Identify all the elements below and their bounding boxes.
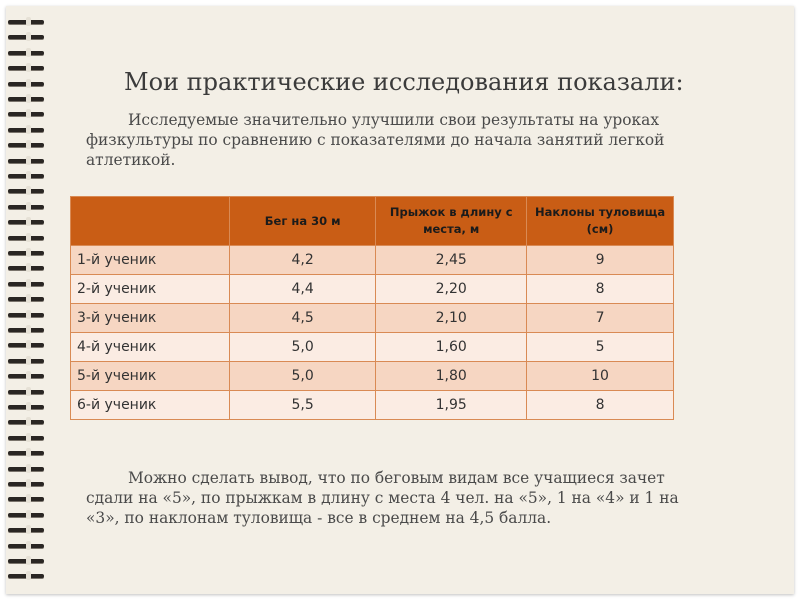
- spiral-binding: [8, 17, 48, 592]
- jump-value: 1,95: [375, 390, 528, 420]
- spiral-ring: [8, 479, 44, 488]
- run-value: 5,0: [228, 361, 377, 391]
- spiral-ring: [8, 17, 44, 26]
- spiral-ring: [8, 263, 44, 273]
- spiral-ring: [8, 432, 44, 442]
- jump-value: 2,10: [375, 303, 528, 333]
- jump-value: 1,60: [375, 332, 528, 362]
- spiral-ring: [8, 355, 44, 365]
- header-torso-bends: Наклоны туловища (см): [526, 196, 674, 246]
- table-row: 4-й ученик 5,0 1,60 5: [70, 332, 674, 362]
- spiral-ring: [8, 94, 44, 103]
- spiral-ring: [8, 509, 44, 519]
- student-name: 1-й ученик: [70, 245, 230, 275]
- student-name: 3-й ученик: [70, 303, 230, 333]
- spiral-ring: [8, 494, 44, 504]
- spiral-ring: [8, 155, 44, 165]
- spiral-ring: [8, 78, 44, 88]
- run-value: 4,2: [228, 245, 377, 275]
- table-row: 3-й ученик 4,5 2,10 7: [70, 303, 674, 333]
- table-row: 5-й ученик 5,0 1,80 10: [70, 361, 674, 391]
- spiral-ring: [8, 124, 44, 134]
- run-value: 5,5: [228, 390, 377, 420]
- spiral-ring: [8, 109, 44, 119]
- spiral-ring: [8, 32, 44, 42]
- bend-value: 10: [526, 361, 674, 391]
- page-title: Мои практические исследования показали:: [124, 68, 684, 96]
- run-value: 4,4: [228, 274, 377, 304]
- results-table: Бег на 30 м Прыжок в длину с места, м На…: [70, 196, 674, 420]
- spiral-ring: [8, 525, 44, 535]
- spiral-ring: [8, 186, 44, 196]
- spiral-ring: [8, 463, 44, 473]
- spiral-ring: [8, 417, 44, 427]
- spiral-ring: [8, 201, 44, 211]
- run-value: 4,5: [228, 303, 377, 333]
- jump-value: 2,20: [375, 274, 528, 304]
- table-header-row: Бег на 30 м Прыжок в длину с места, м На…: [70, 196, 674, 246]
- spiral-ring: [8, 448, 44, 458]
- student-name: 2-й ученик: [70, 274, 230, 304]
- spiral-ring: [8, 278, 44, 288]
- intro-paragraph: Исследуемые значительно улучшили свои ре…: [86, 111, 665, 169]
- conclusion-paragraph: Можно сделать вывод, что по беговым вида…: [86, 469, 679, 527]
- table-row: 6-й ученик 5,5 1,95 8: [70, 390, 674, 420]
- spiral-ring: [8, 540, 44, 550]
- student-name: 6-й ученик: [70, 390, 230, 420]
- spiral-ring: [8, 402, 44, 411]
- spiral-ring: [8, 340, 44, 350]
- spiral-ring: [8, 309, 44, 319]
- run-value: 5,0: [228, 332, 377, 362]
- bend-value: 8: [526, 274, 674, 304]
- spiral-ring: [8, 63, 44, 73]
- notebook-page: Мои практические исследования показали: …: [6, 6, 794, 594]
- bend-value: 8: [526, 390, 674, 420]
- student-name: 5-й ученик: [70, 361, 230, 391]
- spiral-ring: [8, 386, 44, 396]
- spiral-ring: [8, 140, 44, 150]
- header-long-jump: Прыжок в длину с места, м: [375, 196, 528, 246]
- spiral-ring: [8, 556, 44, 565]
- spiral-ring: [8, 294, 44, 304]
- jump-value: 2,45: [375, 245, 528, 275]
- spiral-ring: [8, 248, 44, 257]
- spiral-ring: [8, 571, 44, 581]
- spiral-ring: [8, 47, 44, 57]
- header-run-30m: Бег на 30 м: [228, 196, 377, 246]
- spiral-ring: [8, 217, 44, 227]
- spiral-ring: [8, 371, 44, 381]
- bend-value: 7: [526, 303, 674, 333]
- header-empty-cell: [70, 196, 230, 246]
- bend-value: 5: [526, 332, 674, 362]
- spiral-ring: [8, 232, 44, 242]
- spiral-ring: [8, 171, 44, 180]
- table-row: 1-й ученик 4,2 2,45 9: [70, 245, 674, 275]
- table-row: 2-й ученик 4,4 2,20 8: [70, 274, 674, 304]
- bend-value: 9: [526, 245, 674, 275]
- spiral-ring: [8, 325, 44, 334]
- jump-value: 1,80: [375, 361, 528, 391]
- student-name: 4-й ученик: [70, 332, 230, 362]
